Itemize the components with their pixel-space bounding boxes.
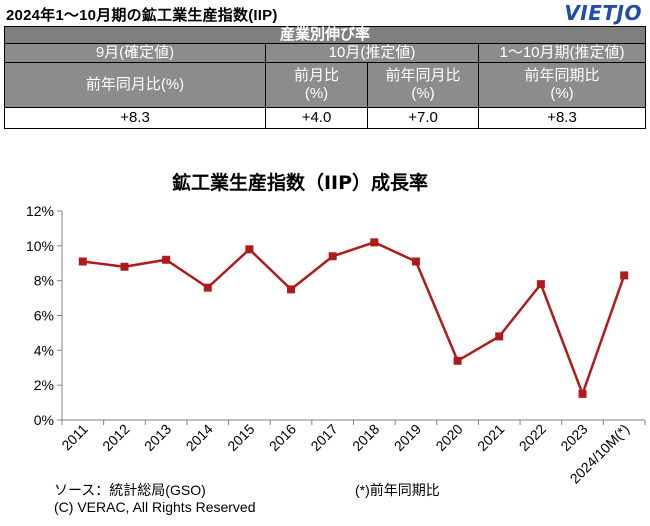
col-group-jan-oct: 1～10月期(推定値): [477, 43, 647, 63]
value-ytd: +8.3: [477, 107, 647, 129]
x-tick-label: 2021: [474, 421, 507, 454]
x-tick-label: 2012: [99, 421, 132, 454]
x-tick-label: 2019: [391, 421, 424, 454]
series-line: [82, 241, 626, 396]
data-point: [495, 332, 504, 341]
y-axis: 0% 2% 4% 6% 8% 10% 12%: [26, 203, 63, 428]
x-tick-label: 2018: [349, 421, 382, 454]
data-point: [578, 389, 587, 398]
page-title: 2024年1～10月期の鉱工業生産指数(IIP): [6, 7, 278, 24]
data-point: [245, 245, 254, 254]
x-tick-label: 2022: [516, 421, 549, 454]
data-point: [120, 262, 129, 271]
data-point: [203, 283, 212, 292]
x-tick-label: 2014: [183, 421, 216, 454]
source-note: ソース：統計総局(GSO): [54, 482, 206, 498]
chart-title: 鉱工業生産指数（IIP）成長率: [172, 171, 428, 194]
data-point: [370, 238, 379, 247]
x-tick-label: 2023: [557, 421, 590, 454]
copyright: (C) VERAC, All Rights Reserved: [54, 499, 256, 515]
col-group-oct: 10月(推定値): [265, 43, 479, 63]
y-tick-label: 4%: [34, 342, 54, 358]
sub-header-mom-oct: 前月比 (%): [265, 62, 368, 108]
brand-logo: VIETJO: [564, 1, 642, 25]
value-yoy-oct: +7.0: [367, 107, 479, 129]
y-tick-label: 0%: [34, 412, 54, 428]
data-point: [78, 257, 87, 266]
x-tick-label: 2016: [266, 421, 299, 454]
series-growth: [78, 238, 629, 398]
x-tick-label: 2020: [432, 421, 465, 454]
x-tick-label: 2017: [307, 421, 340, 454]
value-yoy-sep: +8.3: [4, 107, 266, 129]
data-point: [162, 255, 171, 264]
iip-growth-chart: 鉱工業生産指数（IIP）成長率 0%2%4%6%8%10%12% 2011 201…: [26, 171, 646, 487]
footnote: (*)前年同期比: [355, 482, 440, 498]
sub-header-ytd: 前年同期比 (%): [477, 62, 647, 108]
table-group-title: 産業別伸び率: [3, 26, 647, 44]
sub-header-yoy-oct: 前年同月比 (%): [367, 62, 479, 108]
data-point: [287, 285, 296, 294]
data-point: [453, 356, 462, 365]
x-tick-label: 2015: [224, 421, 257, 454]
col-group-sep: 9月(確定値): [4, 43, 266, 63]
x-axis: 2011 2012 2013 2014 2015 2016 2017 2018 2019 2020…: [58, 419, 646, 487]
data-point: [536, 280, 545, 289]
y-tick-label: 6%: [34, 308, 54, 324]
data-point: [411, 257, 420, 266]
x-tick-label: 2013: [141, 421, 174, 454]
data-point: [328, 252, 337, 261]
y-tick-label: 8%: [34, 273, 54, 289]
stats-table: 産業別伸び率 9月(確定値) 10月(推定値) 1～10月期(推定値) 前年同月…: [3, 26, 647, 129]
data-point: [620, 271, 629, 280]
sub-header-yoy-sep: 前年同月比(%): [4, 62, 266, 108]
y-tick-label: 2%: [34, 377, 54, 393]
value-mom-oct: +4.0: [265, 107, 368, 129]
y-tick-label: 10%: [26, 238, 54, 254]
y-tick-label: 12%: [26, 203, 54, 219]
x-tick-label: 2011: [58, 421, 91, 454]
